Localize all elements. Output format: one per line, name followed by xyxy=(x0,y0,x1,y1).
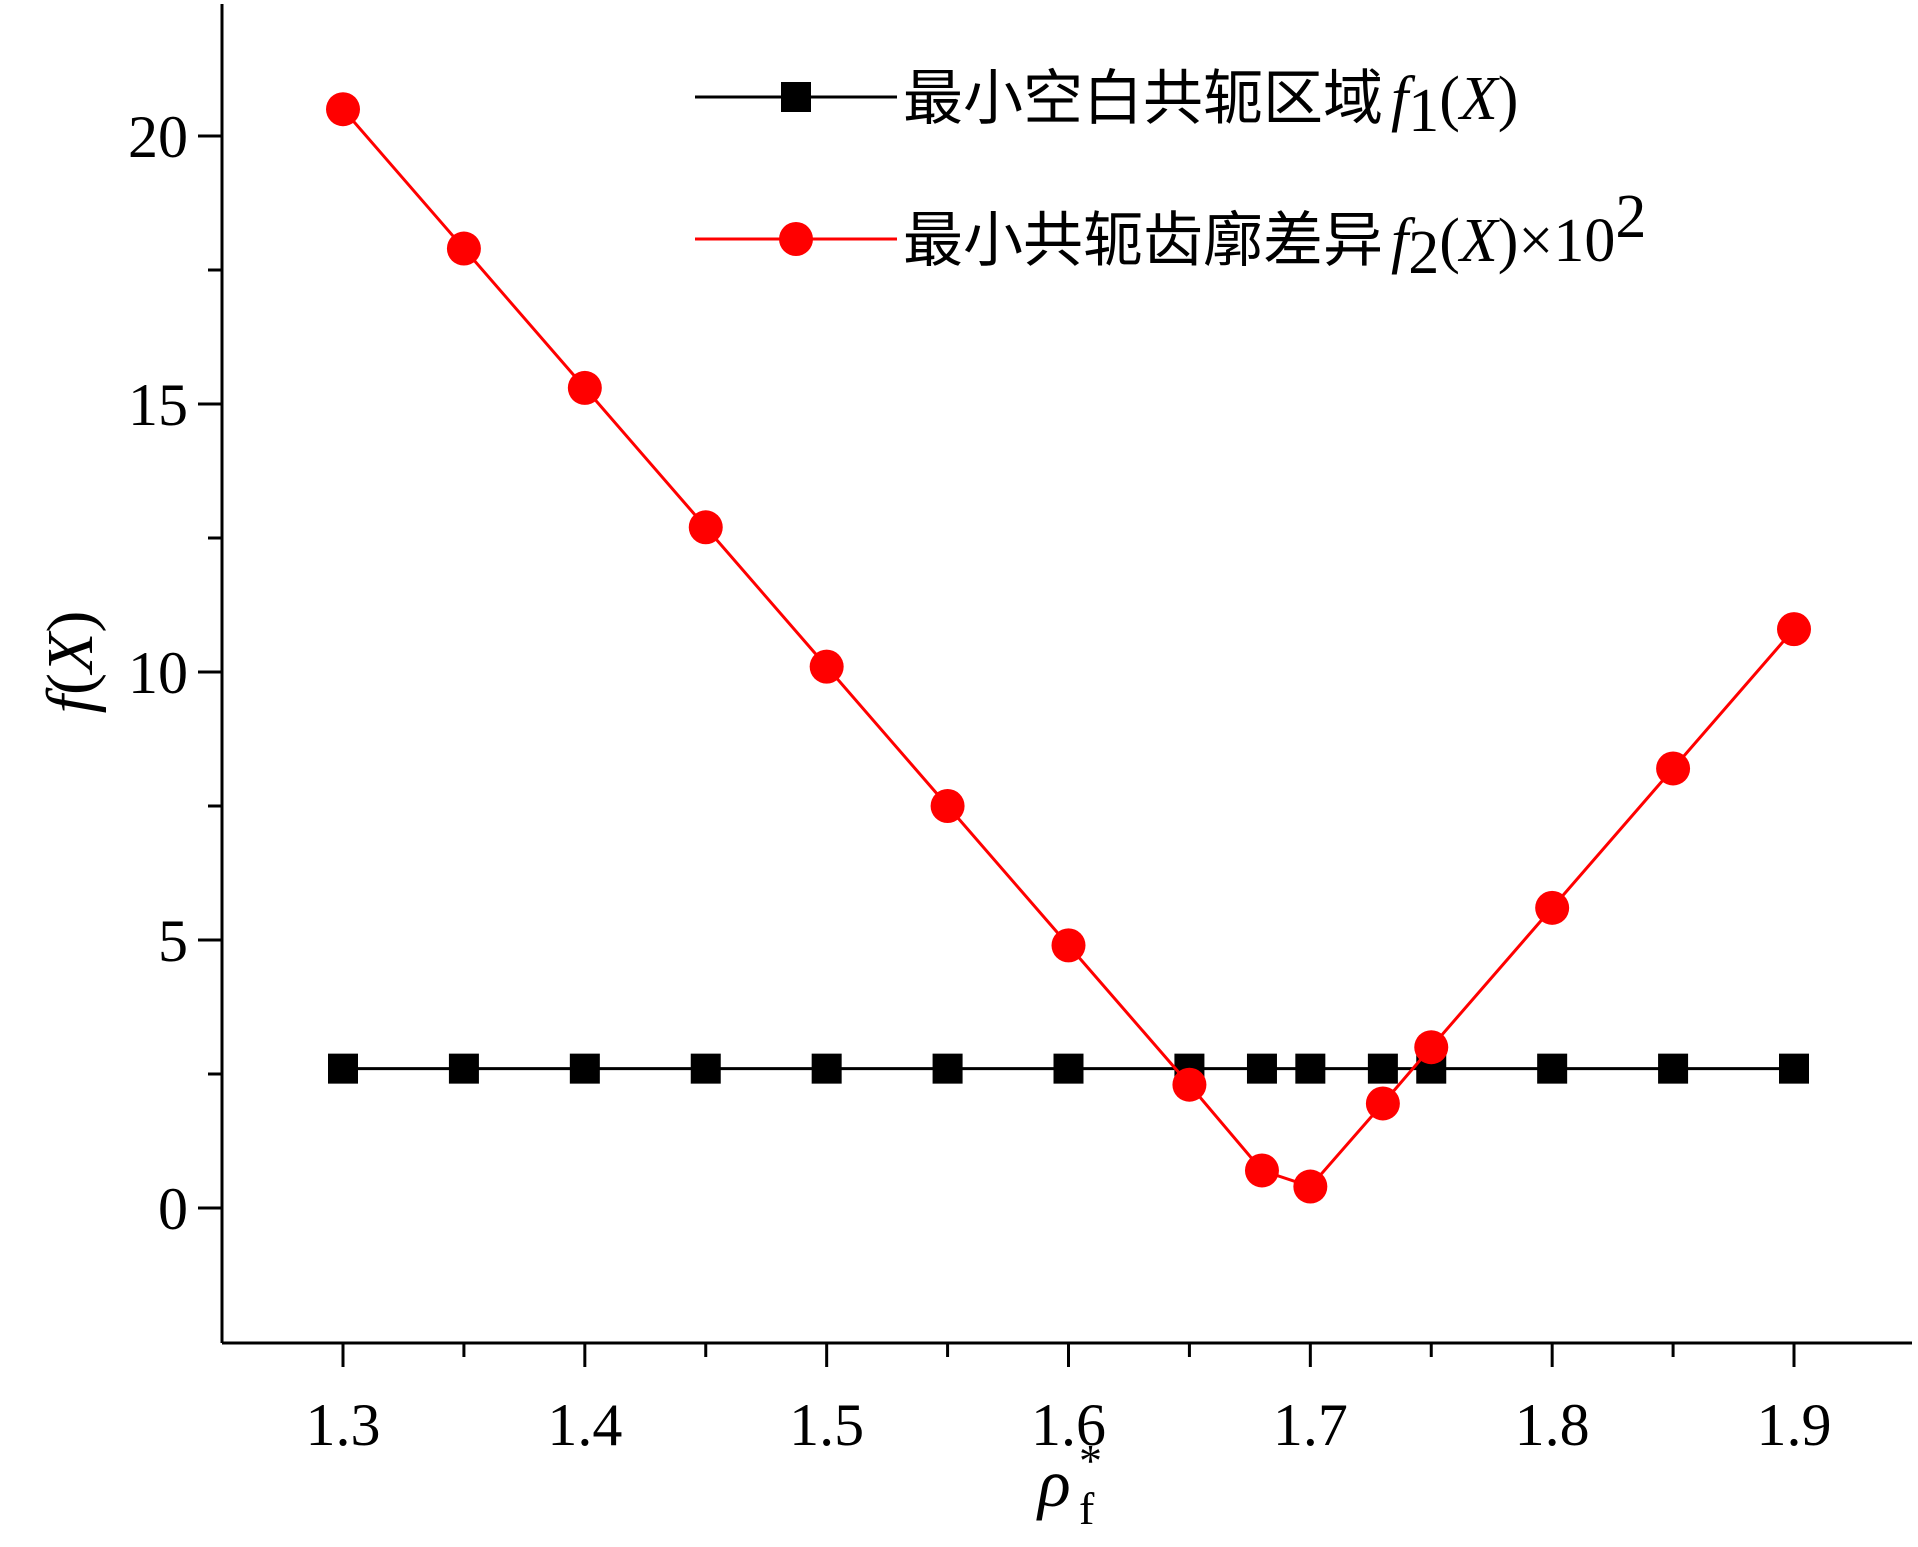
data-point-square xyxy=(1537,1053,1568,1084)
x-tick-label: 1.4 xyxy=(547,1392,622,1458)
y-tick-label: 0 xyxy=(158,1176,188,1242)
data-point-square xyxy=(690,1053,721,1084)
x-tick-label: 1.8 xyxy=(1515,1392,1590,1458)
data-point-square xyxy=(932,1053,963,1084)
x-axis-title-sup: * xyxy=(1079,1435,1102,1486)
data-point-circle xyxy=(1535,890,1570,925)
data-point-circle xyxy=(1172,1067,1207,1102)
data-point-circle xyxy=(567,370,602,405)
data-point-square xyxy=(811,1053,842,1084)
data-point-circle xyxy=(1414,1030,1449,1065)
data-point-square xyxy=(1295,1053,1326,1084)
y-axis-title: f(X) xyxy=(34,611,107,714)
data-point-square xyxy=(328,1053,358,1084)
data-point-circle xyxy=(1293,1169,1328,1204)
data-point-square xyxy=(1053,1053,1084,1084)
x-tick-label: 1.5 xyxy=(789,1392,864,1458)
x-tick-label: 1.6 xyxy=(1031,1392,1106,1458)
axis-titles: f(X) ρ f* xyxy=(34,611,1102,1534)
data-point-circle xyxy=(1244,1153,1279,1188)
data-point-circle xyxy=(930,789,965,823)
series-layer xyxy=(326,92,1811,1204)
data-point-circle xyxy=(446,231,481,266)
data-point-circle xyxy=(1365,1086,1400,1121)
x-axis-title-base: ρ xyxy=(1036,1445,1071,1521)
y-tick-label: 10 xyxy=(128,640,188,706)
y-tick-label: 20 xyxy=(128,104,188,170)
legend-item-2: 最小共轭齿廓差异 f2(X)×102 xyxy=(695,183,1646,287)
data-point-circle xyxy=(809,649,844,684)
x-tick-label: 1.3 xyxy=(306,1392,381,1458)
legend-label: 最小共轭齿廓差异 f2(X)×102 xyxy=(903,183,1646,287)
x-tick-label: 1.7 xyxy=(1273,1392,1348,1458)
data-point-square xyxy=(448,1053,479,1084)
data-point-circle xyxy=(1656,751,1691,786)
data-point-square xyxy=(1779,1053,1809,1084)
data-point-square xyxy=(1367,1053,1398,1084)
data-point-circle xyxy=(1777,612,1811,647)
legend-marker-circle xyxy=(779,222,813,256)
data-point-circle xyxy=(688,510,723,545)
series-2 xyxy=(326,92,1811,1204)
legend-item-1: 最小空白共轭区域 f1(X) xyxy=(695,64,1518,145)
x-axis-title-sub: f xyxy=(1079,1483,1095,1534)
data-point-square xyxy=(1246,1053,1277,1084)
data-point-circle xyxy=(1051,928,1086,963)
y-tick-label: 5 xyxy=(158,908,188,974)
y-tick-label: 15 xyxy=(128,372,188,438)
x-tick-label: 1.9 xyxy=(1757,1392,1832,1458)
legend-label: 最小空白共轭区域 f1(X) xyxy=(903,64,1518,145)
data-point-circle xyxy=(326,92,360,127)
data-point-square xyxy=(1658,1053,1689,1084)
series-1 xyxy=(328,1053,1809,1084)
data-point-square xyxy=(569,1053,600,1084)
x-axis-title: ρ f* xyxy=(1036,1435,1102,1534)
y-axis: 0 5 10 15 20 xyxy=(128,104,222,1242)
x-axis: 1.3 1.4 1.5 1.6 1.7 1.8 1.9 xyxy=(306,1343,1832,1458)
legend: 最小空白共轭区域 f1(X) 最小共轭齿廓差异 f2(X)×102 xyxy=(695,64,1646,287)
plot-frame xyxy=(220,4,1912,1345)
legend-marker-square xyxy=(781,82,811,112)
